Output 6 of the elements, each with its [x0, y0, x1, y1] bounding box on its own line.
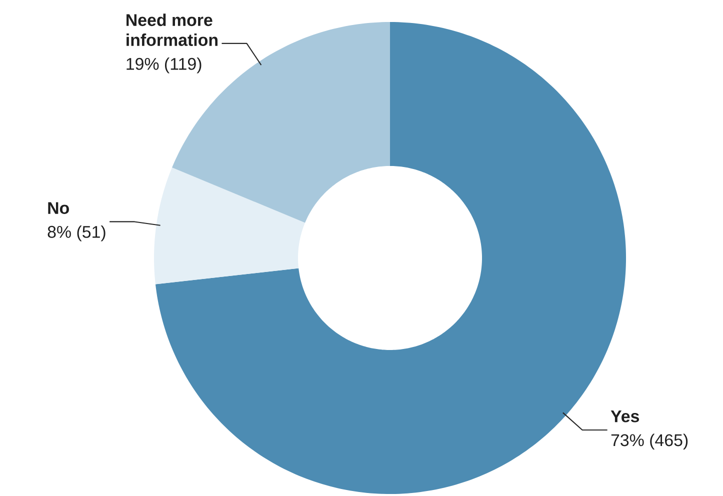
slice-label: No — [48, 202, 69, 214]
data-label: 8% (51) — [48, 225, 106, 242]
data-label: 73% (465) — [611, 434, 688, 450]
slice-label: Yes — [610, 410, 640, 422]
slice-label: Need more information — [126, 14, 218, 46]
data-label: 19% (119) — [126, 57, 202, 74]
